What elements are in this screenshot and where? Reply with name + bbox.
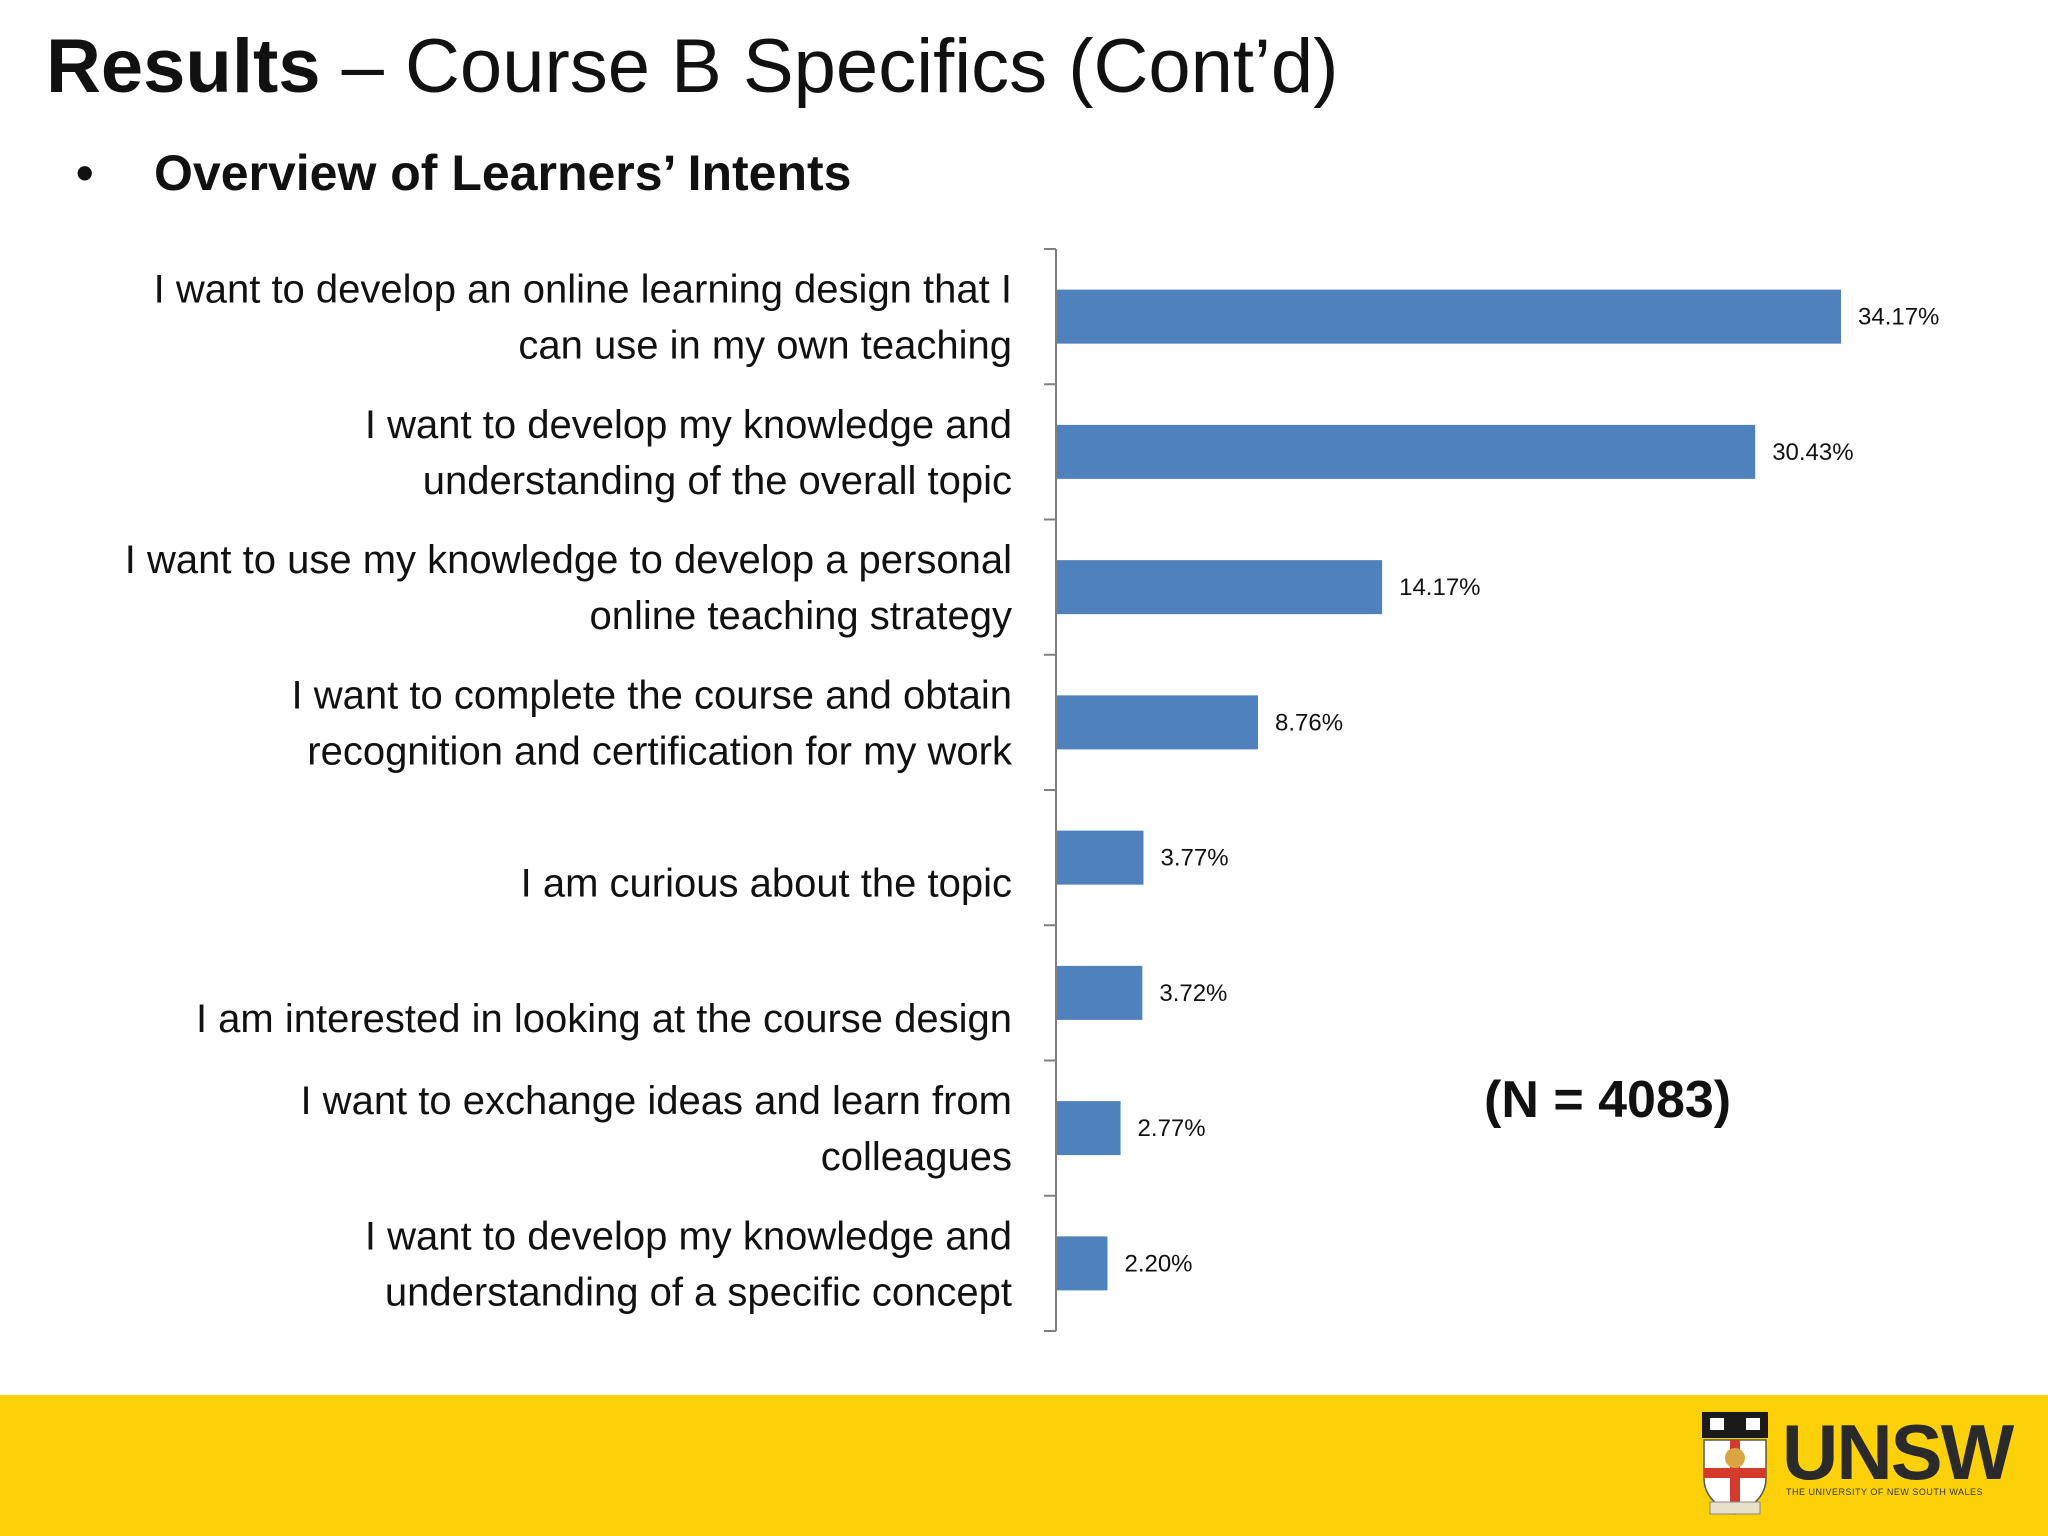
bar [1057, 695, 1258, 750]
category-label: recognition and certification for my wor… [307, 729, 1013, 773]
unsw-logo-subtext: THE UNIVERSITY OF NEW SOUTH WALES [1786, 1487, 1984, 1497]
bar [1057, 965, 1143, 1020]
bullet-text: Overview of Learners’ Intents [154, 145, 852, 201]
category-label: I am curious about the topic [521, 862, 1012, 906]
bar [1057, 289, 1841, 344]
bar [1057, 1236, 1108, 1291]
category-label: colleagues [821, 1135, 1012, 1179]
bar [1057, 1101, 1121, 1156]
category-label: I want to complete the course and obtain [292, 673, 1012, 717]
data-label: 3.72% [1159, 980, 1227, 1007]
unsw-crest-logo [1702, 1412, 1768, 1515]
data-label: 30.43% [1772, 439, 1853, 466]
data-label: 14.17% [1399, 574, 1480, 601]
bullet-dot: • [76, 145, 94, 201]
data-label: 2.77% [1138, 1115, 1206, 1142]
category-label: I want to exchange ideas and learn from [300, 1079, 1012, 1123]
category-label: I want to develop an online learning des… [154, 268, 1012, 312]
category-label: I want to use my knowledge to develop a … [125, 538, 1012, 582]
unsw-logo-text: UNSW [1782, 1408, 2014, 1496]
category-label: understanding of a specific concept [385, 1270, 1012, 1314]
title-rest-part: – Course B Specifics (Cont’d) [320, 24, 1339, 109]
title-bold-part: Results [46, 24, 321, 109]
bullet-point: • Overview of Learners’ Intents [76, 138, 852, 208]
category-label: I am interested in looking at the course… [196, 997, 1012, 1041]
data-label: 3.77% [1160, 845, 1228, 872]
data-label: 34.17% [1858, 304, 1939, 331]
category-label: understanding of the overall topic [423, 459, 1012, 503]
bar [1057, 560, 1383, 615]
category-label: I want to develop my knowledge and [365, 403, 1012, 447]
bar [1057, 830, 1144, 885]
category-label: I want to develop my knowledge and [365, 1214, 1012, 1258]
bar [1057, 424, 1756, 479]
page-title: Results – Course B Specifics (Cont’d) [46, 22, 1339, 112]
intents-bar-chart: 34.17% I want to develop an online learni… [125, 248, 1939, 1332]
data-label: 2.20% [1124, 1250, 1192, 1277]
category-label: online teaching strategy [590, 594, 1013, 638]
category-label: can use in my own teaching [518, 324, 1012, 368]
data-label: 8.76% [1275, 709, 1343, 736]
sample-size-label: (N = 4083) [1484, 1071, 1732, 1129]
